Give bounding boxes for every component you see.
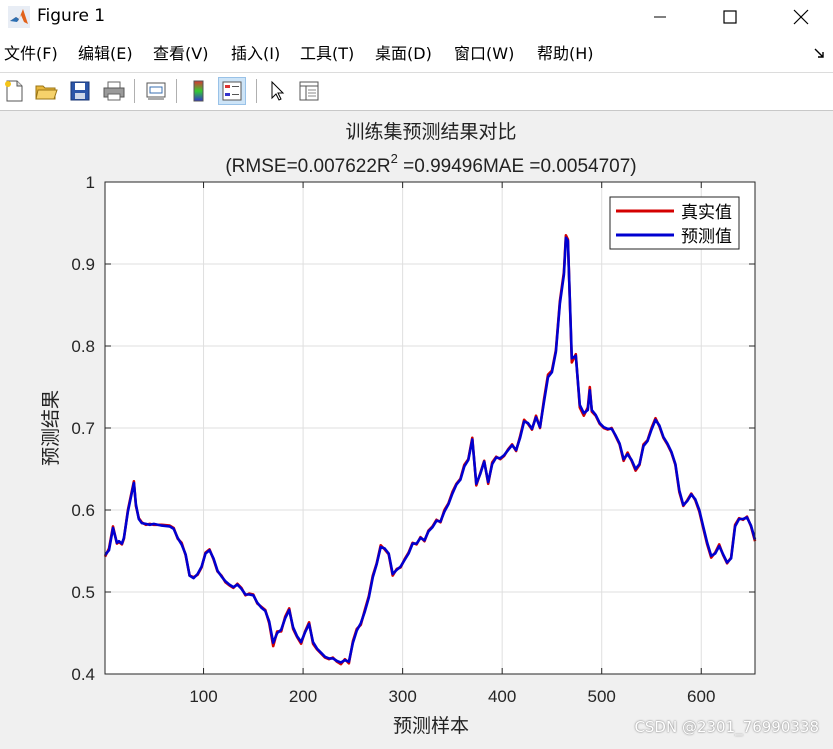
menu-file[interactable]: 文件(F) — [4, 44, 58, 63]
menu-view[interactable]: 查看(V) — [153, 44, 209, 63]
legend-box — [609, 196, 740, 250]
menu-tools[interactable]: 工具(T) — [300, 44, 355, 63]
toolbar-separator — [256, 79, 257, 103]
x-tick-label: 300 — [388, 687, 416, 706]
toolbar-separator — [134, 79, 135, 103]
window-title: Figure 1 — [37, 6, 106, 26]
save-icon — [70, 81, 90, 101]
x-tick-label: 500 — [588, 687, 616, 706]
legend-label-actual: 真实值 — [681, 203, 732, 222]
line-chart: 训练集预测结果对比 (RMSE=0.007622R2 =0.99496MAE =… — [40, 121, 757, 737]
legend-button[interactable] — [218, 77, 246, 105]
chart-title: 训练集预测结果对比 — [345, 121, 516, 143]
maximize-button[interactable] — [707, 0, 753, 34]
chart-subtitle: (RMSE=0.007622R2 =0.99496MAE =0.0054707) — [225, 151, 636, 177]
y-tick-label: 1 — [86, 173, 95, 192]
x-tick-label: 100 — [189, 687, 217, 706]
menu-edit[interactable]: 编辑(E) — [78, 44, 133, 63]
menu-insert[interactable]: 插入(I) — [231, 44, 281, 63]
subtitle-prefix: (RMSE=0.007622R — [225, 156, 390, 177]
x-axis-label: 预测样本 — [393, 715, 469, 737]
y-tick-label: 0.9 — [71, 255, 95, 274]
dock-arrow-icon[interactable] — [813, 46, 827, 60]
y-axis-label: 预测结果 — [40, 390, 62, 466]
link-plot-icon — [146, 82, 166, 100]
series-line-predicted — [103, 236, 757, 664]
new-figure-icon — [5, 80, 23, 102]
legend[interactable]: 真实值 预测值 — [609, 196, 740, 250]
axis-ticks: 100 200 300 400 500 600 0.4 0.5 0.6 0.7 0.8 0.9 1 — [71, 173, 755, 706]
maximize-icon — [723, 10, 737, 24]
edit-plot-button[interactable] — [263, 77, 291, 105]
subtitle-superscript: 2 — [391, 151, 398, 166]
save-button[interactable] — [66, 77, 94, 105]
close-icon — [793, 9, 809, 25]
open-file-icon — [35, 85, 58, 100]
new-figure-button[interactable] — [0, 77, 28, 105]
property-inspector-icon — [299, 81, 319, 101]
y-tick-label: 0.8 — [71, 337, 95, 356]
menu-desktop[interactable]: 桌面(D) — [375, 44, 432, 63]
figure-toolbar — [0, 73, 833, 111]
link-plot-button[interactable] — [142, 77, 170, 105]
property-inspector-button[interactable] — [295, 77, 323, 105]
matlab-icon — [8, 6, 30, 28]
subtitle-suffix: =0.99496MAE =0.0054707) — [398, 156, 637, 177]
print-button[interactable] — [100, 77, 128, 105]
watermark: CSDN @2301_76990338 — [634, 718, 819, 736]
x-tick-label: 200 — [289, 687, 317, 706]
close-button[interactable] — [778, 0, 824, 34]
data-lines — [103, 234, 757, 666]
legend-label-predicted: 预测值 — [681, 227, 732, 246]
window-titlebar: Figure 1 — [0, 0, 833, 34]
print-icon — [103, 81, 125, 101]
y-tick-label: 0.5 — [71, 583, 95, 602]
toolbar-separator — [176, 79, 177, 103]
open-file-button[interactable] — [32, 77, 60, 105]
y-tick-label: 0.4 — [71, 665, 95, 684]
x-tick-label: 400 — [488, 687, 516, 706]
legend-icon — [222, 81, 242, 101]
y-tick-label: 0.6 — [71, 501, 95, 520]
minimize-button[interactable] — [637, 0, 683, 34]
colorbar-icon — [193, 80, 204, 102]
colorbar-button[interactable] — [184, 77, 212, 105]
menu-bar: 文件(F) 编辑(E) 查看(V) 插入(I) 工具(T) 桌面(D) 窗口(W… — [0, 34, 833, 73]
figure-canvas: 训练集预测结果对比 (RMSE=0.007622R2 =0.99496MAE =… — [0, 111, 833, 745]
pointer-icon — [271, 80, 285, 101]
menu-help[interactable]: 帮助(H) — [537, 44, 594, 63]
menu-window[interactable]: 窗口(W) — [454, 44, 515, 63]
x-tick-label: 600 — [687, 687, 715, 706]
minimize-icon — [654, 16, 666, 18]
y-tick-label: 0.7 — [71, 419, 95, 438]
